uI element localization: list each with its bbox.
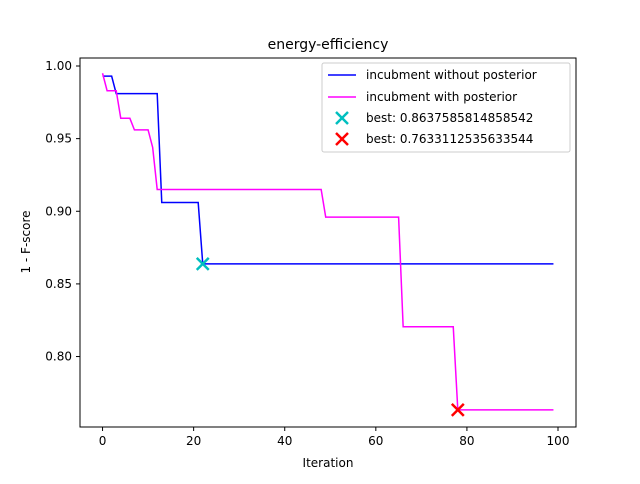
legend-swatch-marker-1 (335, 111, 349, 125)
x-axis: 0 20 40 60 80 100 (99, 427, 570, 448)
legend-box (321, 62, 571, 153)
y-tick-label: 0.90 (45, 204, 72, 218)
x-tick-label: 80 (459, 434, 474, 448)
y-tick-label: 0.95 (45, 132, 72, 146)
legend-label: incubment without posterior (366, 68, 537, 82)
best-marker-2 (450, 402, 465, 417)
axes-frame (79, 57, 577, 428)
legend-label: incubment with posterior (366, 90, 517, 104)
series-line-1 (102, 75, 554, 265)
x-tick-label: 0 (99, 434, 107, 448)
y-axis: 0.80 0.85 0.90 0.95 1.00 (45, 59, 80, 364)
y-tick-label: 0.85 (45, 277, 72, 291)
plot-area (101, 73, 554, 417)
x-tick-label: 20 (186, 434, 201, 448)
x-axis-label: Iteration (303, 456, 354, 470)
legend: incubment without posterior incubment wit… (321, 62, 571, 153)
chart-title: energy-efficiency (268, 37, 389, 53)
legend-label: best: 0.7633112535633544 (366, 132, 533, 146)
series-line-2 (101, 73, 554, 411)
y-axis-label: 1 - F-score (19, 210, 33, 273)
x-tick-label: 100 (547, 434, 570, 448)
y-tick-label: 1.00 (45, 59, 72, 73)
y-tick-label: 0.80 (45, 350, 72, 364)
x-tick-label: 40 (277, 434, 292, 448)
legend-label: best: 0.8637585814858542 (366, 111, 533, 125)
x-tick-label: 60 (368, 434, 383, 448)
legend-swatch-marker-2 (335, 132, 349, 146)
best-marker-1 (195, 257, 210, 271)
